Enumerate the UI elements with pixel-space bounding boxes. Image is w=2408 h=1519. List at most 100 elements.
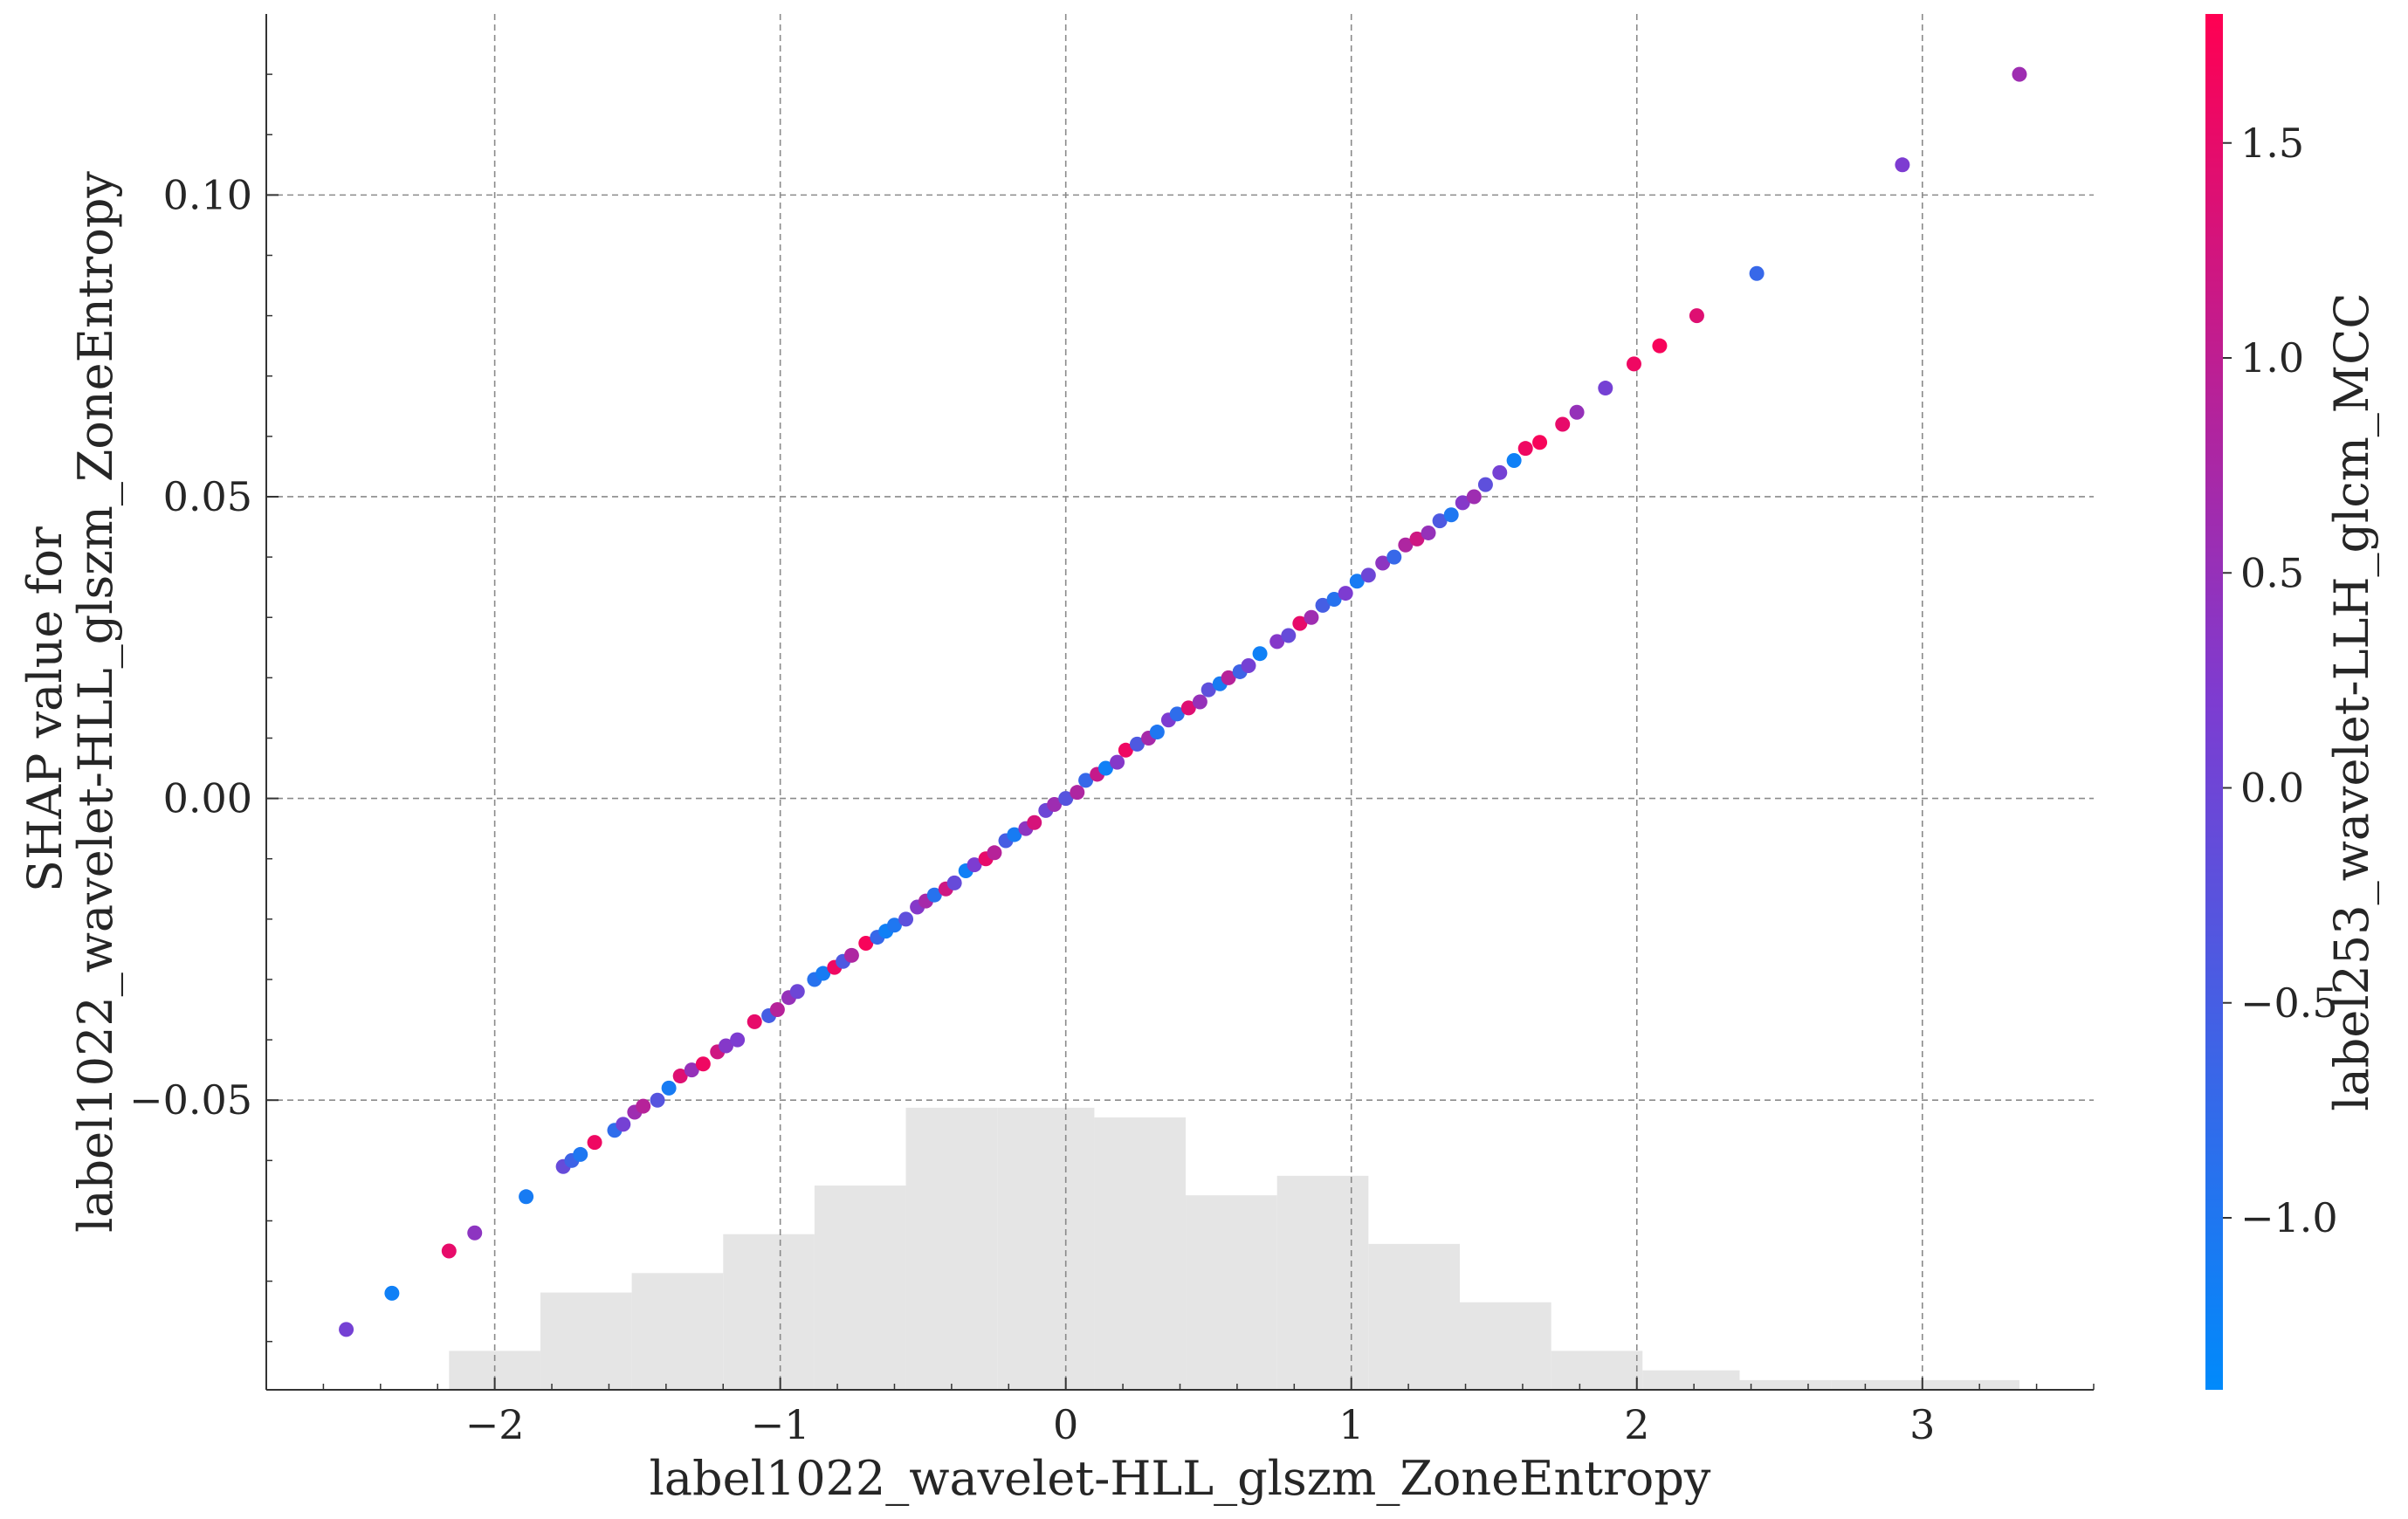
y-axis-label: SHAP value for label1022_wavelet-HLL_gls… [17,171,123,1233]
scatter-point-79 [1360,567,1376,583]
x-axis-label: label1022_wavelet-HLL_glszm_ZoneEntropy [650,1451,1711,1506]
histogram-bar-8 [1186,1195,1277,1390]
scatter-point-14 [661,1080,677,1096]
x-tick-label-3: 1 [1338,1401,1364,1448]
histogram-bar-12 [1551,1351,1643,1390]
scatter-point-21 [746,1014,762,1029]
scatter-point-17 [695,1056,711,1072]
histogram-bar-5 [905,1107,998,1390]
scatter-point-55 [1097,760,1113,776]
scatter-point-94 [1555,416,1571,432]
scatter-point-88 [1466,489,1482,505]
scatter-point-96 [1598,381,1613,396]
colorbar-ticks: −1.0 −0.5 0.0 0.5 1.0 1.5 [2223,120,2338,1241]
histogram-bar-13 [1642,1370,1740,1390]
histogram-bar-4 [814,1186,906,1390]
scatter-point-1 [384,1285,400,1301]
x-tick-label-2: 0 [1053,1401,1078,1448]
scatter-point-97 [1626,356,1641,372]
scatter-point-2 [441,1243,457,1259]
scatter-point-4 [519,1189,534,1205]
histogram-bar-10 [1368,1243,1460,1390]
scatter-point-63 [1180,700,1196,716]
histogram-bar-14 [1739,1379,1832,1390]
scatter-point-102 [2012,66,2027,82]
scatter-point-90 [1492,464,1508,480]
scatter-point-46 [1007,827,1022,842]
histogram-bar-6 [997,1107,1095,1390]
scatter-point-89 [1477,477,1493,492]
scatter-point-53 [1078,773,1094,788]
histogram [449,1107,2019,1390]
scatter-point-27 [815,966,831,981]
scatter-point-42 [967,857,982,873]
y-tick-label-2: 0.05 [163,473,252,520]
scatter-point-92 [1517,441,1533,457]
scatter-point-93 [1532,435,1548,450]
histogram-bar-11 [1459,1302,1551,1390]
colorbar-tick-label-4: 1.0 [2240,334,2304,381]
scatter-point-12 [636,1098,651,1114]
scatter-point-86 [1443,507,1459,523]
x-axis-ticks: −2 −1 0 1 2 3 [265,1378,2095,1448]
x-tick-label-5: 3 [1909,1401,1935,1448]
colorbar-tick-label-2: 0.0 [2240,765,2304,812]
scatter-points [339,66,2027,1337]
scatter-point-73 [1292,615,1308,631]
scatter-point-98 [1652,338,1668,354]
scatter-point-34 [886,918,902,933]
histogram-bar-9 [1276,1175,1369,1390]
scatter-point-101 [1895,157,1910,173]
scatter-point-69 [1241,658,1256,674]
histogram-bar-16 [1922,1379,2019,1390]
colorbar-label: label253_wavelet-LLH_glcm_MCC [2324,292,2379,1110]
scatter-point-30 [843,947,859,963]
colorbar: −1.0 −0.5 0.0 0.5 1.0 1.5 label253_wavelet-LL… [2205,14,2379,1390]
scatter-point-35 [898,911,914,927]
colorbar-tick-label-0: −1.0 [2240,1194,2338,1241]
histogram-bar-1 [540,1292,632,1390]
scatter-point-25 [789,984,805,1000]
scatter-point-57 [1118,742,1133,758]
scatter-point-71 [1269,634,1285,650]
scatter-point-74 [1304,609,1319,625]
colorbar-tick-label-3: 0.5 [2240,549,2304,596]
x-tick-label-1: −1 [751,1401,810,1448]
scatter-point-8 [587,1135,602,1151]
histogram-bar-7 [1094,1117,1187,1390]
x-tick-label-4: 2 [1624,1401,1649,1448]
scatter-point-70 [1252,646,1268,662]
scatter-point-83 [1409,531,1425,546]
scatter-point-58 [1129,736,1145,752]
scatter-point-67 [1221,670,1236,685]
scatter-point-44 [987,845,1002,861]
scatter-point-100 [1749,265,1765,281]
y-tick-label-1: 0.00 [163,775,252,822]
y-axis-ticks: −0.05 0.00 0.05 0.10 [129,73,279,1343]
scatter-point-40 [946,875,962,890]
scatter-point-20 [730,1032,746,1048]
scatter-point-64 [1192,694,1207,710]
y-tick-label-0: −0.05 [129,1076,252,1124]
scatter-point-31 [858,935,874,951]
scatter-point-60 [1149,725,1165,740]
scatter-point-99 [1689,308,1704,324]
colorbar-gradient [2205,14,2223,1390]
colorbar-tick-label-5: 1.5 [2240,120,2304,167]
scatter-point-0 [339,1322,354,1337]
scatter-point-80 [1375,555,1391,571]
scatter-point-82 [1398,537,1414,553]
scatter-point-7 [573,1146,588,1162]
grid-lines [266,14,2094,1390]
scatter-point-16 [684,1062,699,1078]
scatter-point-56 [1110,754,1125,770]
histogram-bar-2 [631,1273,724,1390]
scatter-point-51 [1058,791,1074,807]
scatter-point-77 [1338,586,1353,601]
x-tick-label-0: −2 [465,1401,525,1448]
histogram-bar-3 [723,1234,815,1390]
scatter-point-19 [719,1038,734,1054]
y-tick-label-3: 0.10 [163,171,252,218]
scatter-point-23 [769,1002,785,1018]
